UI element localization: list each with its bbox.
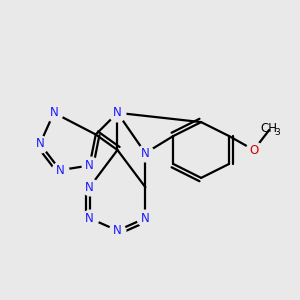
Text: N: N xyxy=(85,212,94,225)
Text: N: N xyxy=(85,181,94,194)
Text: N: N xyxy=(50,106,58,119)
Text: N: N xyxy=(113,106,122,119)
Text: N: N xyxy=(113,224,122,237)
Text: N: N xyxy=(36,137,44,150)
Text: N: N xyxy=(141,147,150,160)
Text: 3: 3 xyxy=(274,128,280,137)
Text: O: O xyxy=(249,143,259,157)
Text: N: N xyxy=(85,159,94,172)
Text: N: N xyxy=(56,164,64,177)
Text: N: N xyxy=(141,212,150,225)
Text: CH: CH xyxy=(261,122,278,135)
